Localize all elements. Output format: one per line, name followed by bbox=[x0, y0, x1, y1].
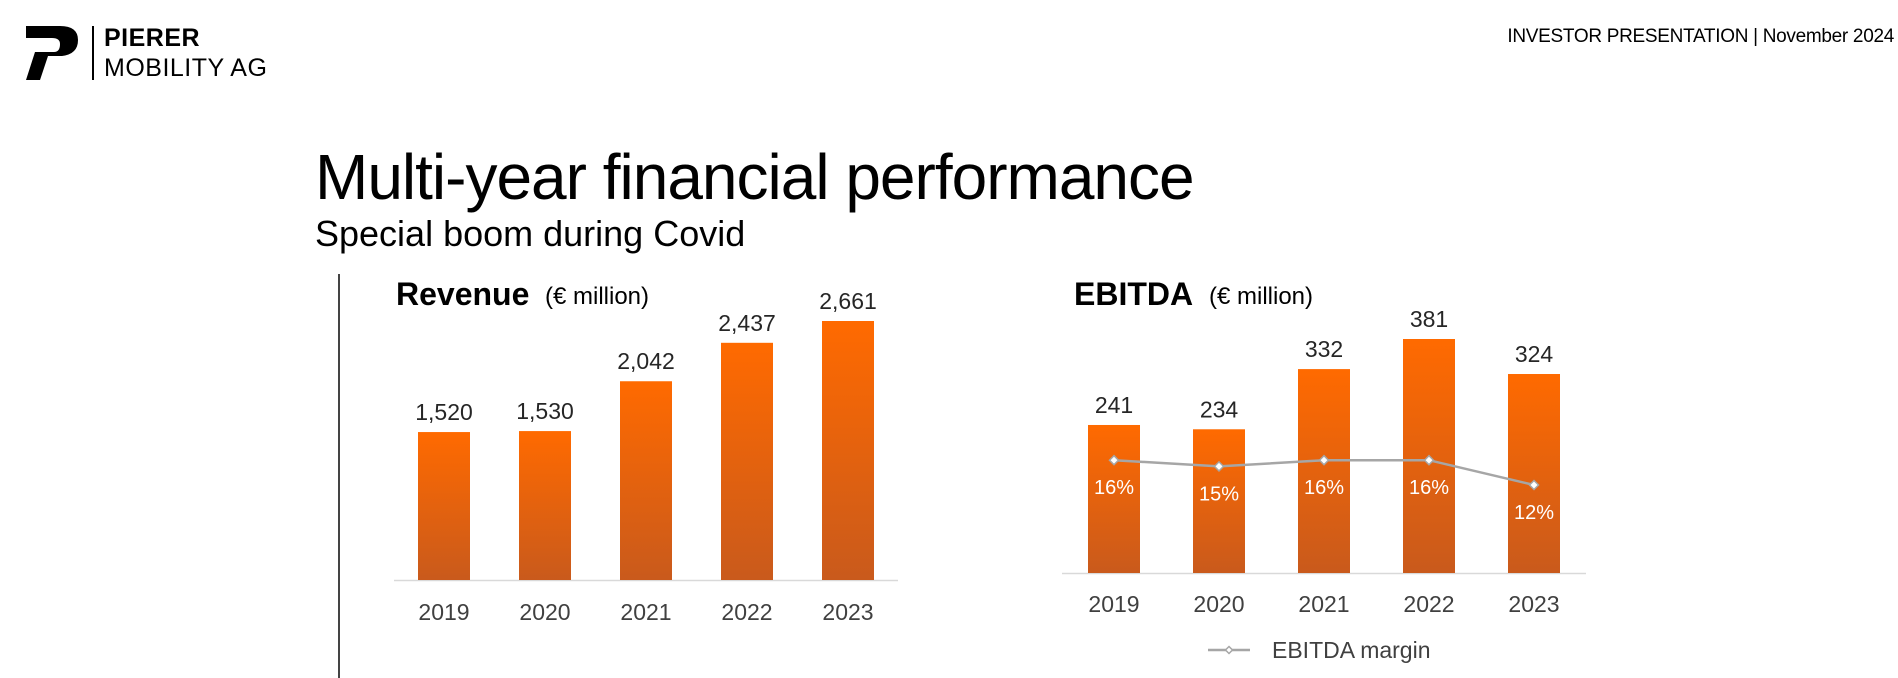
ebitda-bar-2020 bbox=[1193, 429, 1245, 573]
presentation-label: INVESTOR PRESENTATION | November 2024 bbox=[1507, 26, 1894, 47]
revenue-tick-2020: 2020 bbox=[519, 599, 570, 625]
ebitda-tick-2020: 2020 bbox=[1193, 591, 1244, 617]
revenue-value-label-2023: 2,661 bbox=[819, 288, 877, 314]
ebitda-chart-title: EBITDA bbox=[1074, 276, 1194, 312]
revenue-bar-2022 bbox=[721, 342, 773, 580]
ebitda-tick-2021: 2021 bbox=[1298, 591, 1349, 617]
legend-marker-symbol bbox=[1224, 645, 1234, 655]
revenue-tick-2021: 2021 bbox=[620, 599, 671, 625]
revenue-chart-unit: (€ million) bbox=[545, 283, 650, 310]
revenue-bar-2023 bbox=[822, 321, 874, 580]
ebitda-value-label-2022: 381 bbox=[1410, 306, 1448, 332]
revenue-tick-2019: 2019 bbox=[418, 599, 469, 625]
revenue-value-label-2020: 1,530 bbox=[516, 398, 574, 424]
ebitda-bar-2021 bbox=[1298, 369, 1350, 573]
ebitda-margin-point-2022 bbox=[1423, 454, 1435, 466]
ebitda-margin-label-2022: 16% bbox=[1409, 477, 1449, 499]
revenue-bar-2019 bbox=[418, 432, 470, 580]
brand-name-line1: PIERER bbox=[104, 24, 201, 52]
ebitda-value-label-2021: 332 bbox=[1305, 336, 1343, 362]
ebitda-bar-2019 bbox=[1088, 424, 1140, 573]
ebitda-bar-2023 bbox=[1508, 374, 1560, 573]
ebitda-margin-label-2019: 16% bbox=[1094, 477, 1134, 499]
ebitda-margin-point-2023 bbox=[1528, 479, 1540, 491]
revenue-value-label-2022: 2,437 bbox=[718, 310, 776, 336]
ebitda-value-label-2019: 241 bbox=[1095, 392, 1133, 418]
ebitda-margin-point-2021 bbox=[1318, 454, 1330, 466]
revenue-bar-2020 bbox=[519, 431, 571, 580]
legend-ebitda-margin: EBITDA margin bbox=[1272, 637, 1431, 663]
ebitda-tick-2019: 2019 bbox=[1088, 591, 1139, 617]
ebitda-margin-label-2020: 15% bbox=[1199, 483, 1239, 505]
ebitda-margin-point-2019 bbox=[1108, 454, 1120, 466]
brand-name-line2: MOBILITY AG bbox=[104, 54, 268, 82]
page-title: Multi-year financial performance bbox=[315, 141, 1195, 213]
revenue-value-label-2019: 1,520 bbox=[415, 399, 473, 425]
revenue-tick-2022: 2022 bbox=[721, 599, 772, 625]
ebitda-margin-label-2021: 16% bbox=[1304, 477, 1344, 499]
ebitda-value-label-2020: 234 bbox=[1200, 396, 1239, 422]
page-subtitle: Special boom during Covid bbox=[315, 213, 746, 254]
revenue-value-label-2021: 2,042 bbox=[617, 348, 675, 374]
revenue-bar-2021 bbox=[620, 381, 672, 580]
ebitda-tick-2022: 2022 bbox=[1403, 591, 1454, 617]
section-divider bbox=[338, 274, 340, 678]
ebitda-margin-label-2023: 12% bbox=[1514, 502, 1554, 524]
logo-divider bbox=[92, 26, 94, 80]
ebitda-value-label-2023: 324 bbox=[1515, 341, 1554, 367]
pierer-logo-icon bbox=[26, 26, 78, 80]
revenue-chart-title: Revenue bbox=[396, 276, 530, 312]
revenue-tick-2023: 2023 bbox=[822, 599, 873, 625]
ebitda-chart-unit: (€ million) bbox=[1209, 283, 1314, 310]
ebitda-margin-point-2020 bbox=[1213, 460, 1225, 472]
ebitda-tick-2023: 2023 bbox=[1508, 591, 1559, 617]
